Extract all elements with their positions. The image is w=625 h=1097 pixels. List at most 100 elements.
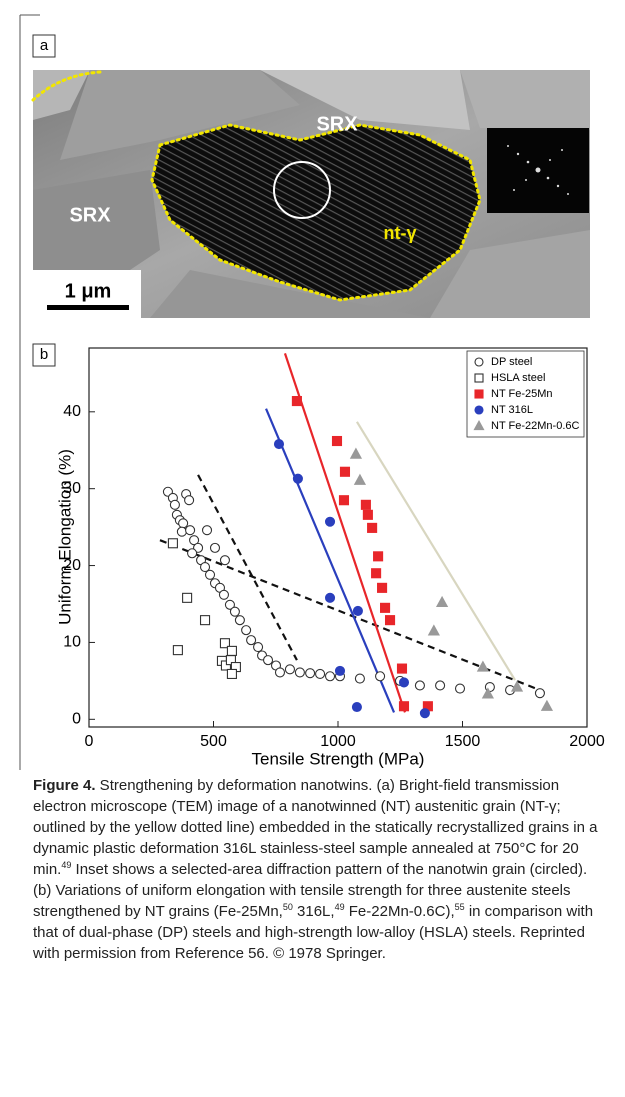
y-tick-label: 20 [63,557,81,574]
point [398,677,410,688]
point [367,522,378,533]
x-axis-label: Tensile Strength (MPa) [252,749,425,768]
caption: Figure 4. Strengthening by deformation n… [33,775,598,964]
point [172,645,183,656]
point [338,495,350,506]
point [377,582,388,593]
trend-line [355,421,516,681]
legend-label: NT Fe-22Mn-0.6C [491,420,579,432]
point [219,555,231,566]
point [427,624,440,636]
point [284,664,295,675]
point [169,499,180,510]
y-tick-label: 40 [63,403,81,420]
point [454,683,466,694]
point [199,615,211,626]
point [226,645,237,656]
point [185,525,196,536]
point [373,551,384,562]
point [324,592,336,603]
x-tick-label: 500 [200,733,227,750]
point [396,663,408,674]
point [291,395,302,407]
point [414,680,425,691]
region-label: nt-γ [384,223,417,243]
x-tick-label: 1500 [445,733,481,750]
legend-marker [474,373,484,383]
reference: 49 [334,902,345,912]
point [189,535,200,546]
scale-bar-label: 1 μm [65,280,112,302]
point [273,439,285,450]
trend-line [197,474,298,661]
point [339,466,351,477]
point [540,699,554,711]
point [352,605,363,616]
point [305,668,316,679]
point [184,495,195,506]
point [435,595,449,608]
point [274,667,286,678]
point [229,606,240,617]
legend-marker [474,389,484,399]
legend-marker [474,405,484,415]
legend-box [466,350,585,438]
panel-label: a [40,37,49,54]
point [371,568,382,579]
legend-label: NT Fe-25Mn [491,388,553,400]
point [331,435,343,447]
point [362,509,373,520]
region-label: SRX [316,113,358,135]
point [534,688,545,699]
trend-line [159,539,541,692]
trend-line [283,353,407,713]
caption-label: Figure 4. [33,777,96,794]
caption-text: Fe-22Mn-0.6C), [344,903,455,920]
reference: 50 [282,902,293,912]
caption-text: in comparison with that of dual-phase (D… [33,903,594,962]
legend-label: HSLA steel [491,372,545,384]
figure: a SRX SRX nt-γ 1 μm b Tensile Strength (… [19,14,605,770]
point [510,680,524,692]
point [398,701,410,712]
point [209,542,221,553]
point [234,615,245,626]
y-tick-label: 10 [63,634,81,651]
region-label: SRX [69,204,111,226]
point [353,473,367,485]
caption-text: 316L, [292,903,335,920]
legend-marker [473,420,485,431]
caption-text: Inset shows a selected-area diffraction … [33,861,588,920]
y-tick-label: 0 [72,711,81,728]
point [176,526,187,537]
point [218,589,230,600]
reference: 49 [61,860,72,870]
point [324,516,336,527]
x-tick-label: 2000 [569,733,605,750]
point [167,538,178,549]
point [351,701,362,713]
point [201,525,213,536]
point [360,499,371,510]
point [246,635,257,646]
trend-line [265,408,396,713]
panel-label-box [32,34,56,58]
point [315,668,326,680]
point [224,599,235,610]
x-tick-label: 1000 [320,733,356,750]
point [375,671,386,682]
panel-label: b [40,346,48,363]
point [253,641,264,653]
point [292,473,303,484]
x-tick-label: 0 [85,733,94,750]
point [419,708,430,719]
legend-label: DP steel [491,356,532,368]
point [226,668,237,680]
point [182,592,193,603]
point [435,680,446,691]
point [187,548,198,559]
point [199,562,211,573]
point [481,687,495,699]
point [204,569,216,580]
legend-marker [474,357,484,367]
